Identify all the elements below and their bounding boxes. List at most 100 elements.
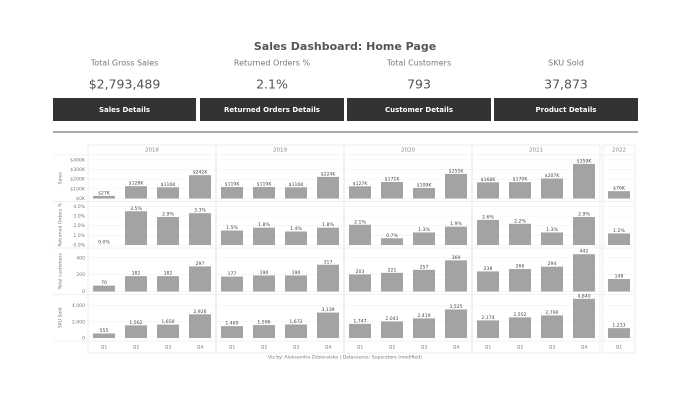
kpi-label: Total Customers	[386, 59, 451, 68]
bar	[157, 324, 179, 338]
y-tick-label: $300K	[70, 167, 86, 173]
button-bg[interactable]	[53, 98, 196, 121]
button-label[interactable]: Customer Details	[385, 106, 453, 114]
bar	[317, 264, 339, 292]
value-label: 3,525	[449, 304, 462, 310]
value-label: 1,213	[612, 323, 625, 329]
bar	[573, 298, 595, 338]
button-bg[interactable]	[494, 98, 638, 121]
bar	[221, 276, 243, 292]
value-label: 190	[292, 270, 301, 276]
x-tick-label: Q4	[325, 345, 332, 351]
y-tick-label: 0	[82, 289, 85, 295]
value-label: 257	[420, 264, 429, 270]
bar	[125, 325, 147, 338]
bar	[445, 173, 467, 199]
x-tick-label: Q2	[517, 345, 524, 351]
year-label: 2021	[529, 148, 543, 154]
bar	[541, 178, 563, 199]
x-tick-label: Q4	[197, 345, 204, 351]
kpi-label: SKU Sold	[548, 59, 584, 68]
bar	[253, 187, 275, 199]
value-label: 1.8%	[258, 222, 270, 228]
bar	[93, 285, 115, 292]
bar	[285, 231, 307, 245]
bar	[189, 314, 211, 338]
bar	[93, 333, 115, 338]
x-tick-label: Q1	[485, 345, 492, 351]
y-tick-label: 3.0%	[73, 214, 85, 220]
bar	[349, 323, 371, 338]
y-tick-label: $0K	[76, 196, 86, 202]
value-label: 1.3%	[546, 227, 558, 233]
value-label: $359K	[577, 158, 593, 164]
bar	[477, 320, 499, 338]
x-tick-label: Q3	[549, 345, 556, 351]
bar	[285, 187, 307, 199]
value-label: 1,672	[289, 319, 302, 325]
nav-button[interactable]: Customer Details	[347, 98, 491, 121]
button-label[interactable]: Product Details	[536, 106, 597, 114]
button-bg[interactable]	[200, 98, 344, 121]
year-label: 2022	[612, 148, 626, 154]
x-tick-label: Q2	[389, 345, 396, 351]
row-title: Sales	[58, 172, 64, 185]
value-label: $224K	[321, 171, 337, 177]
kpi-value: 793	[407, 77, 431, 92]
nav-button[interactable]: Product Details	[494, 98, 638, 121]
bar	[509, 182, 531, 199]
bar	[608, 233, 630, 245]
x-tick-label: Q1	[229, 345, 236, 351]
bar	[253, 227, 275, 245]
bar	[608, 279, 630, 292]
value-label: 2,419	[417, 313, 430, 319]
y-tick-label: $200K	[70, 177, 86, 183]
value-label: $242K	[193, 170, 209, 176]
value-label: 266	[516, 264, 525, 270]
value-label: 2,174	[481, 315, 494, 321]
value-label: 1,596	[257, 320, 270, 326]
nav-button[interactable]: Returned Orders Details	[200, 98, 344, 121]
x-tick-label: Q4	[453, 345, 460, 351]
bar	[509, 269, 531, 292]
row-title: Total customers	[58, 253, 64, 291]
footer: Viz by: Aleksandra Zdzieralska | Datasou…	[268, 355, 422, 361]
value-label: 2.9%	[578, 212, 590, 218]
bar	[608, 191, 630, 199]
value-label: 2,043	[385, 316, 398, 322]
bar	[573, 254, 595, 292]
y-tick-label: $100K	[70, 186, 86, 192]
value-label: 2.9%	[162, 212, 174, 218]
x-tick-label: Q1	[616, 345, 623, 351]
x-tick-label: Q2	[133, 345, 140, 351]
bar	[317, 176, 339, 199]
bar	[573, 163, 595, 199]
y-tick-label: 4.0%	[73, 204, 85, 210]
value-label: 369	[452, 255, 461, 261]
bar	[509, 223, 531, 245]
nav-button[interactable]: Sales Details	[53, 98, 196, 121]
value-label: $170K	[513, 177, 529, 183]
value-label: 148	[615, 274, 624, 280]
button-bg[interactable]	[347, 98, 491, 121]
value-label: $171K	[385, 177, 401, 183]
value-label: $119K	[225, 182, 241, 188]
button-label[interactable]: Returned Orders Details	[224, 106, 320, 114]
value-label: 2.2%	[514, 218, 526, 224]
value-label: $109K	[417, 182, 433, 188]
x-tick-label: Q4	[581, 345, 588, 351]
bar	[285, 324, 307, 338]
x-tick-label: Q2	[261, 345, 268, 351]
kpi-label: Returned Orders %	[234, 59, 311, 68]
value-label: 2.1%	[354, 219, 366, 225]
y-tick-label: 4,000	[72, 303, 85, 309]
y-tick-label: 0	[82, 336, 85, 342]
bar	[381, 182, 403, 199]
button-label[interactable]: Sales Details	[99, 106, 150, 114]
bar	[477, 182, 499, 199]
value-label: $127K	[353, 181, 369, 187]
bar	[317, 312, 339, 338]
value-label: 4,840	[577, 293, 590, 299]
value-label: $116K	[161, 182, 177, 188]
